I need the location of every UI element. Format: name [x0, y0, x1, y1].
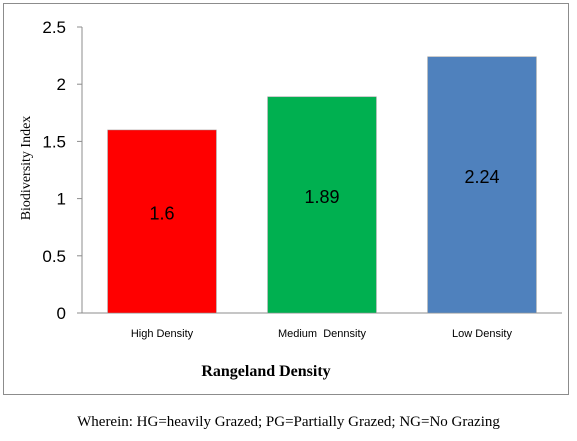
bar	[427, 56, 537, 314]
data-label: 1.6	[149, 203, 174, 223]
category-label: Medium Dennsity	[278, 328, 367, 340]
data-labels: 1.6 1.89 2.24	[149, 167, 499, 224]
footnote: Wherein: HG=heavily Grazed; PG=Partially…	[77, 414, 500, 430]
category-label: High Density	[131, 328, 194, 340]
category-labels: High Density Medium Dennsity Low Density	[131, 328, 513, 340]
y-tick-label: 0	[57, 304, 66, 323]
category-label: Low Density	[452, 328, 512, 340]
bar-chart: 0 0.5 1 1.5 2 2.5 1.6 1.89 2.24 High Density Med…	[19, 18, 562, 380]
y-tick-label: 2.5	[42, 18, 66, 37]
y-axis-title: Biodiversity Index	[19, 116, 34, 221]
y-tick-label: 2	[57, 75, 66, 94]
x-axis-title: Rangeland Density	[201, 363, 330, 380]
bar	[267, 96, 377, 314]
data-label: 2.24	[464, 167, 499, 187]
y-axis-ticks: 0 0.5 1 1.5 2 2.5	[42, 18, 82, 323]
bars	[107, 56, 537, 314]
data-label: 1.89	[304, 187, 339, 207]
bar	[107, 129, 217, 314]
y-tick-label: 1.5	[42, 132, 66, 151]
y-tick-label: 1	[57, 190, 66, 209]
y-tick-label: 0.5	[42, 247, 66, 266]
